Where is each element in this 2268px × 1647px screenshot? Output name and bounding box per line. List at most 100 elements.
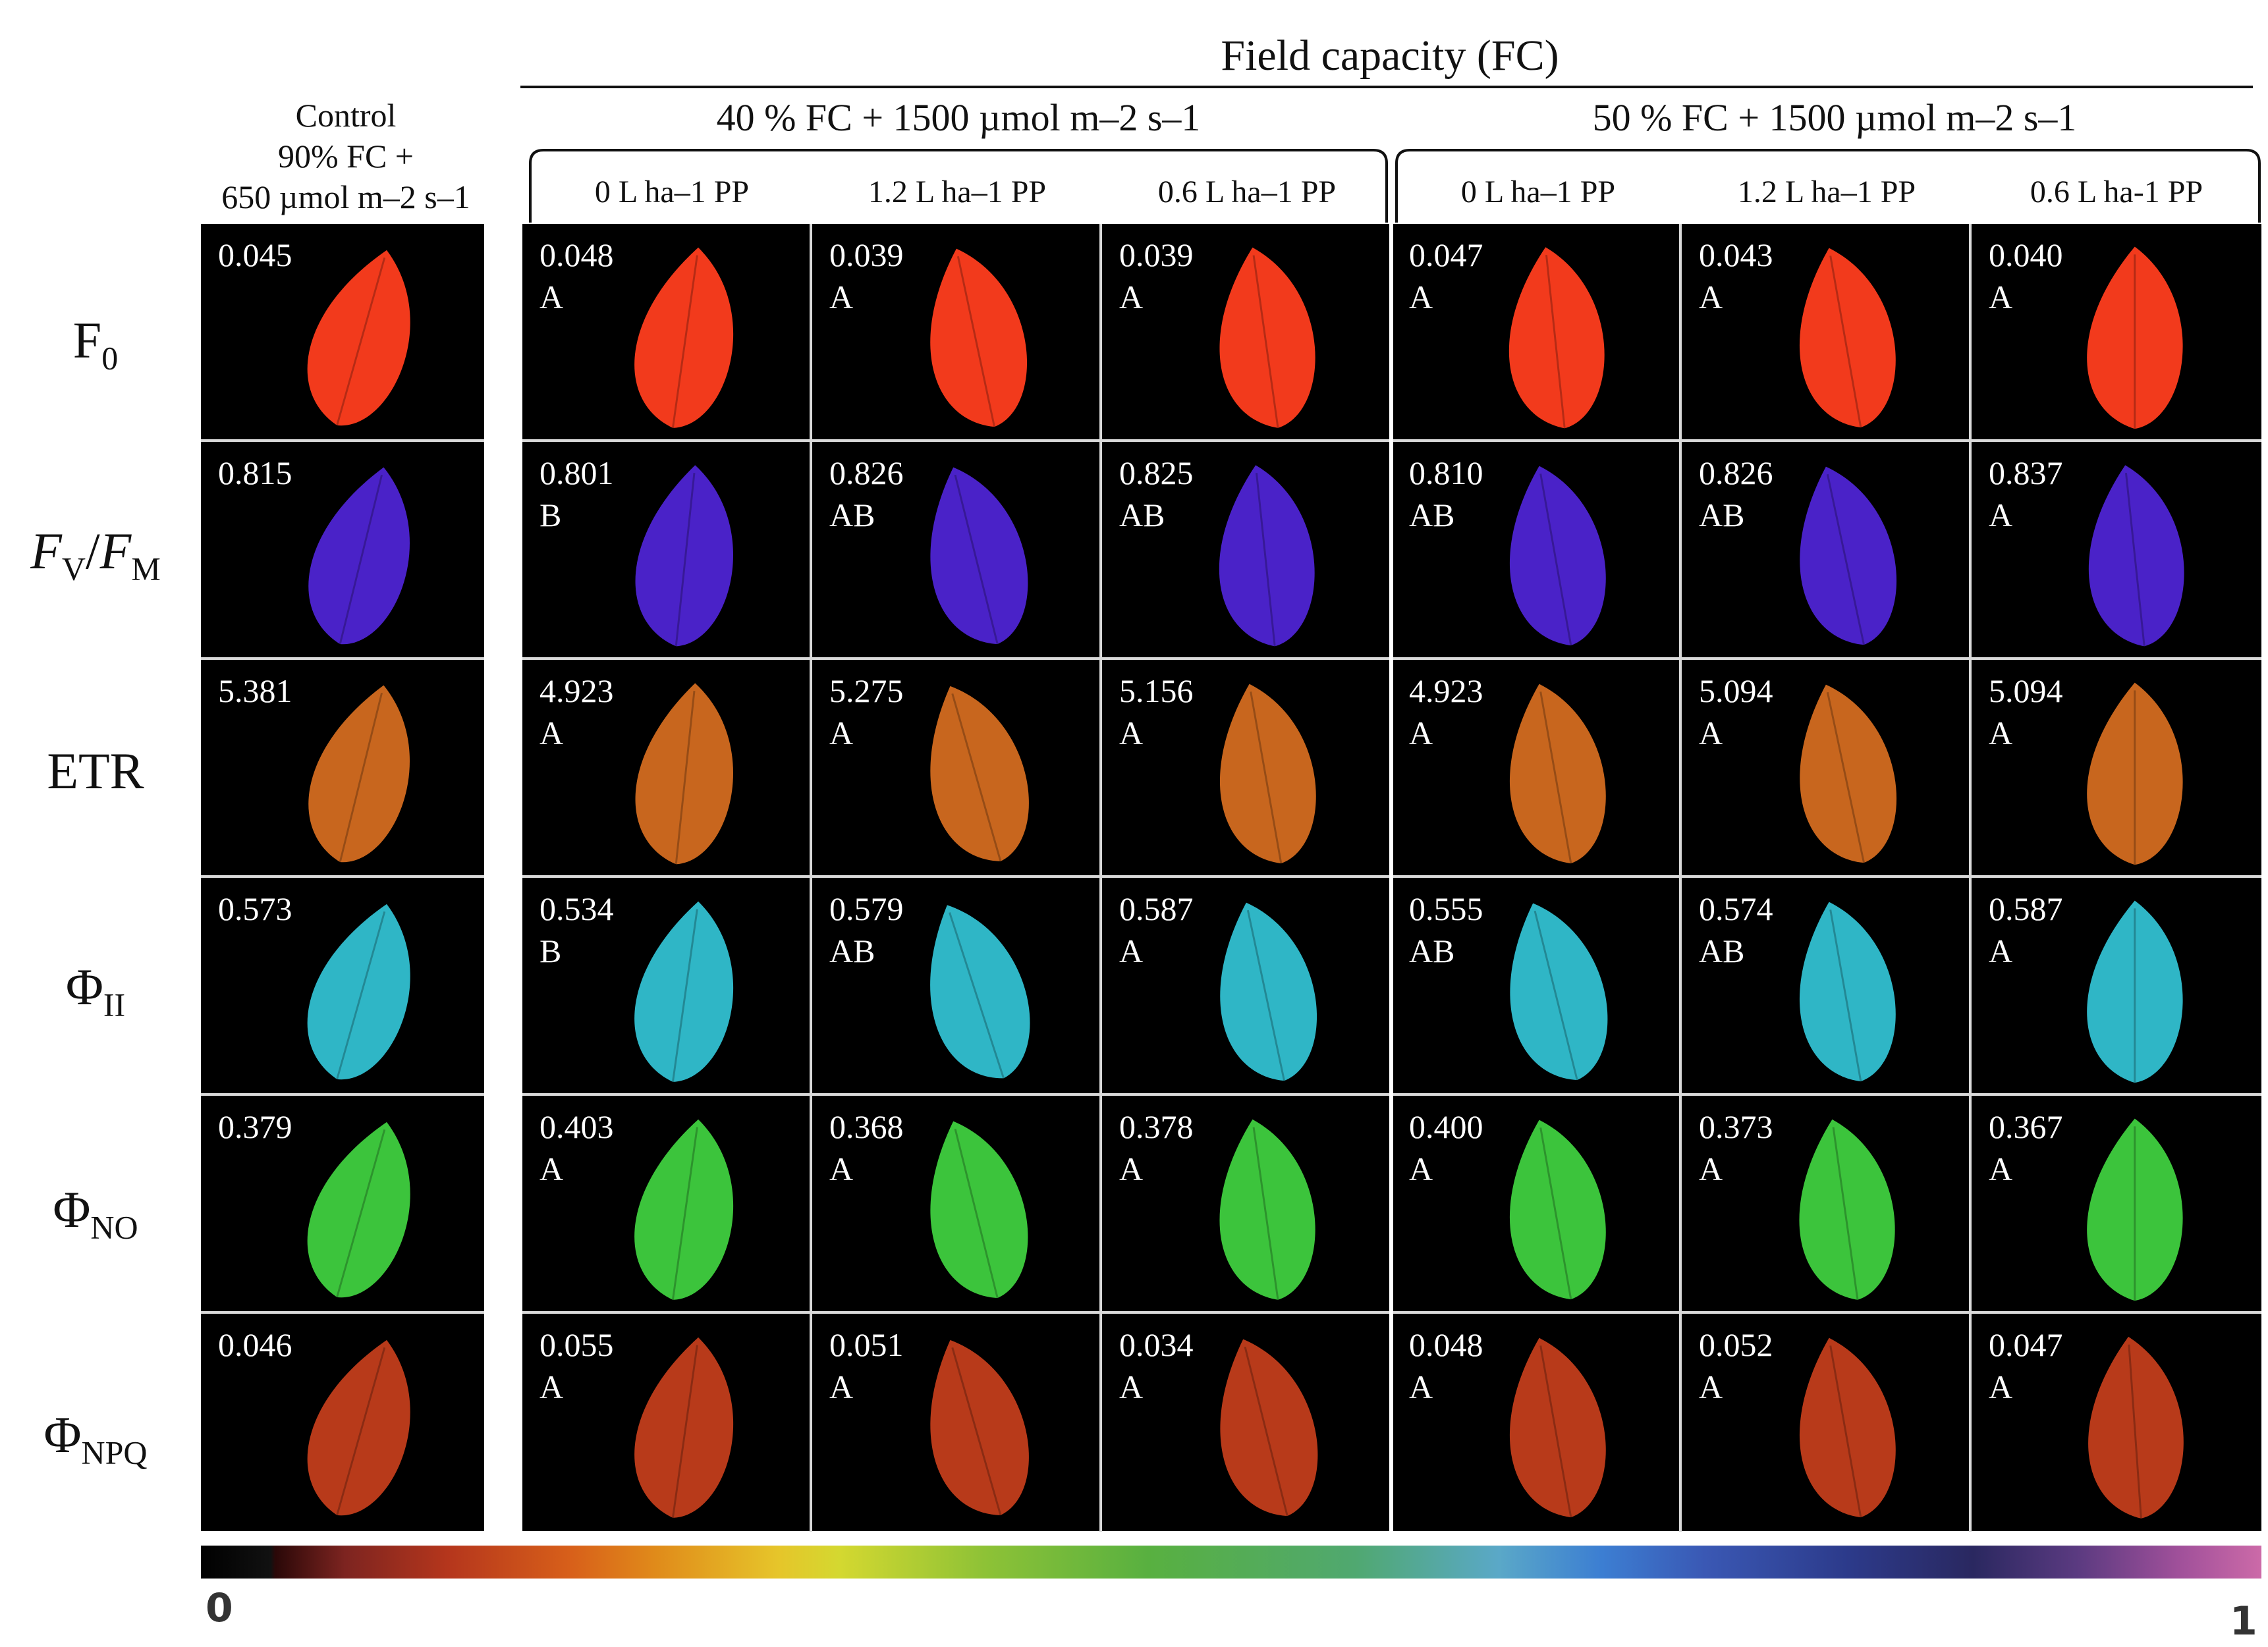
value-label: 0.403 [539, 1108, 614, 1145]
leaf-image [307, 904, 410, 1093]
significance-letter: A [829, 1150, 854, 1187]
leaf-image [635, 465, 733, 657]
value-label: 0.826 [829, 454, 904, 491]
row-divider [201, 657, 484, 660]
value-label: 0.052 [1699, 1326, 1773, 1363]
leaf-image [1510, 1337, 1606, 1529]
value-label: 0.579 [829, 890, 904, 927]
leaf-image [1219, 1119, 1315, 1311]
column-brackets [529, 149, 2261, 223]
value-label: 0.367 [1989, 1108, 2063, 1145]
significance-letter: A [539, 1368, 564, 1405]
significance-letter: A [1989, 1150, 2013, 1187]
leaf-image [1220, 902, 1317, 1093]
significance-letter: A [1699, 279, 1723, 315]
control-cell-row-1: 0.045 [201, 224, 484, 439]
treatment-cell-r1-c2: 0.039 A [812, 224, 1099, 439]
treatment-cell-r5-c3: 0.378 A [1102, 1096, 1389, 1311]
color-scale-max: 1 [2230, 1598, 2257, 1644]
row-divider [201, 439, 484, 442]
significance-letter: A [539, 279, 564, 315]
treatment-cell-r1-c3: 0.039 A [1102, 224, 1389, 439]
value-label: 0.047 [1989, 1326, 2063, 1363]
value-label: 0.039 [1119, 236, 1194, 273]
value-label: 0.051 [829, 1326, 904, 1363]
significance-letter: A [1989, 1368, 2013, 1405]
value-label: 0.040 [1989, 236, 2063, 273]
treatment-cell-r5-c1: 0.403 A [522, 1096, 810, 1311]
value-label: 0.587 [1989, 890, 2063, 927]
column-divider [810, 224, 812, 1532]
column-header-3: 0.6 L ha–1 PP [1157, 175, 1337, 209]
leaf-image [2087, 900, 2183, 1093]
value-label: 5.094 [1699, 672, 1773, 709]
control-cell-row-2: 0.815 [201, 442, 484, 657]
leaf-image [1510, 903, 1608, 1093]
color-scale-bar [201, 1546, 2261, 1579]
treatment-cell-r6-c1: 0.055 A [522, 1314, 810, 1529]
control-cell-row-4: 0.573 [201, 878, 484, 1093]
row-label-4: ΦII [65, 958, 126, 1023]
row-label-5: ΦNO [53, 1181, 138, 1246]
treatment-cell-r4-c6: 0.587 A [1972, 878, 2259, 1093]
column-divider [1389, 224, 1393, 1532]
significance-letter: B [539, 932, 562, 969]
leaf-image [308, 685, 410, 875]
column-header-5: 1.2 L ha–1 PP [1737, 175, 1916, 209]
significance-letter: A [1699, 715, 1723, 751]
leaf-image [307, 250, 410, 439]
leaf-image [1510, 1120, 1606, 1311]
row-divider [201, 875, 484, 878]
leaf-image [1800, 902, 1896, 1093]
significance-letter: B [539, 497, 562, 533]
treatment-cell-r2-c3: 0.825 AB [1102, 442, 1389, 657]
leaf-image [1508, 247, 1605, 439]
value-label: 0.574 [1699, 890, 1773, 927]
control-cell-row-5: 0.379 [201, 1096, 484, 1311]
significance-letter: AB [829, 497, 875, 533]
leaf-image [1800, 248, 1896, 439]
significance-letter: A [829, 715, 854, 751]
treatment-cell-r3-c1: 4.923 A [522, 660, 810, 875]
significance-letter: A [1119, 1150, 1144, 1187]
control-label-line2: 90% FC + [277, 138, 414, 175]
leaf-image [1800, 466, 1897, 657]
leaf-image [1220, 1339, 1318, 1529]
treatment-cell-r3-c6: 5.094 A [1972, 660, 2259, 875]
value-label: 5.381 [218, 672, 292, 709]
group1-title: 40 % FC + 1500 µmol m–2 s–1 [716, 96, 1201, 139]
significance-letter: A [1989, 932, 2013, 969]
significance-letter: A [1989, 497, 2013, 533]
value-label: 4.923 [1409, 672, 1483, 709]
treatment-cell-r6-c5: 0.052 A [1682, 1314, 1969, 1529]
treatment-cell-r1-c1: 0.048 A [522, 224, 810, 439]
treatment-cell-r4-c5: 0.574 AB [1682, 878, 1969, 1093]
leaf-image [1799, 1119, 1895, 1311]
column-header-4: 0 L ha–1 PP [1460, 175, 1616, 209]
control-label-line3: 650 µmol m–2 s–1 [221, 178, 470, 215]
significance-letter: A [1119, 1368, 1144, 1405]
value-label: 5.156 [1119, 672, 1194, 709]
value-label: 0.837 [1989, 454, 2063, 491]
leaf-image [1510, 684, 1606, 875]
significance-letter: A [1409, 279, 1433, 315]
value-label: 0.815 [218, 454, 292, 491]
significance-letter: AB [1699, 497, 1745, 533]
leaf-image [307, 1339, 410, 1529]
value-label: 0.801 [539, 454, 614, 491]
treatment-cell-r4-c2: 0.579 AB [812, 878, 1099, 1093]
leaf-image [1219, 465, 1315, 657]
control-label-line1: Control [295, 97, 397, 134]
row-label-6: ΦNPQ [43, 1406, 148, 1471]
significance-letter: A [1409, 715, 1433, 751]
value-label: 0.043 [1699, 236, 1773, 273]
treatment-cell-r4-c4: 0.555 AB [1392, 878, 1679, 1093]
value-label: 0.039 [829, 236, 904, 273]
significance-letter: A [1409, 1368, 1433, 1405]
significance-letter: A [829, 1368, 854, 1405]
row-divider [201, 1311, 484, 1314]
leaf-image [930, 467, 1028, 657]
leaf-image [2087, 1118, 2183, 1311]
row-label-2: FV/FM [30, 522, 161, 587]
treatment-cell-r3-c2: 5.275 A [812, 660, 1099, 875]
